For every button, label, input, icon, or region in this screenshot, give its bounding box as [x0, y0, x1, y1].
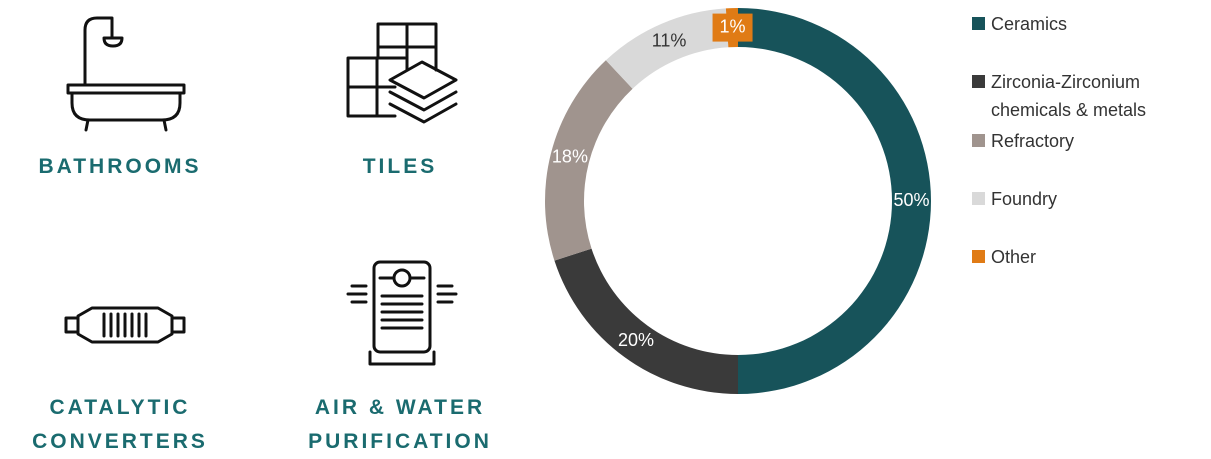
legend-swatch	[972, 133, 985, 147]
application-label: CATALYTIC CONVERTERS	[32, 396, 208, 453]
data-label: 20%	[618, 330, 654, 350]
application-label: AIR & WATER PURIFICATION	[308, 396, 492, 453]
application-label: BATHROOMS	[38, 155, 202, 178]
donut-slice	[545, 60, 633, 261]
catalytic-converter-icon	[64, 306, 186, 344]
legend-swatch	[972, 17, 985, 30]
application-label: TILES	[362, 155, 438, 178]
legend-item: Refractory	[972, 127, 1202, 155]
legend-label: Foundry	[991, 188, 1058, 209]
data-label: 50%	[893, 190, 929, 210]
data-label: 1%	[720, 16, 746, 36]
legend-label: Other	[991, 247, 1037, 268]
legend-item: Foundry	[972, 185, 1202, 213]
donut-slice	[554, 248, 738, 394]
label-background	[712, 13, 753, 42]
legend-item: Other	[972, 243, 1202, 271]
data-label: 18%	[552, 147, 588, 167]
legend-swatch	[972, 250, 985, 264]
purifier-icon	[346, 260, 458, 366]
donut-chart: 50% 20% 18% 11% 1%	[545, 8, 931, 394]
legend-label: Ceramics	[991, 14, 1068, 34]
bathtub-icon	[66, 16, 186, 132]
legend-label: Zirconia-Zirconium chemicals & metals	[991, 72, 1147, 121]
legend-item: Ceramics	[972, 10, 1202, 38]
legend-swatch	[972, 191, 985, 205]
donut-slice	[738, 8, 931, 394]
legend-swatch	[972, 75, 985, 89]
data-label: 11%	[652, 31, 687, 51]
legend-item: Zirconia-Zirconium chemicals & metals	[972, 68, 1202, 124]
donut-slice	[605, 8, 729, 89]
tiles-icon	[346, 22, 458, 124]
legend-label: Refractory	[991, 130, 1075, 151]
